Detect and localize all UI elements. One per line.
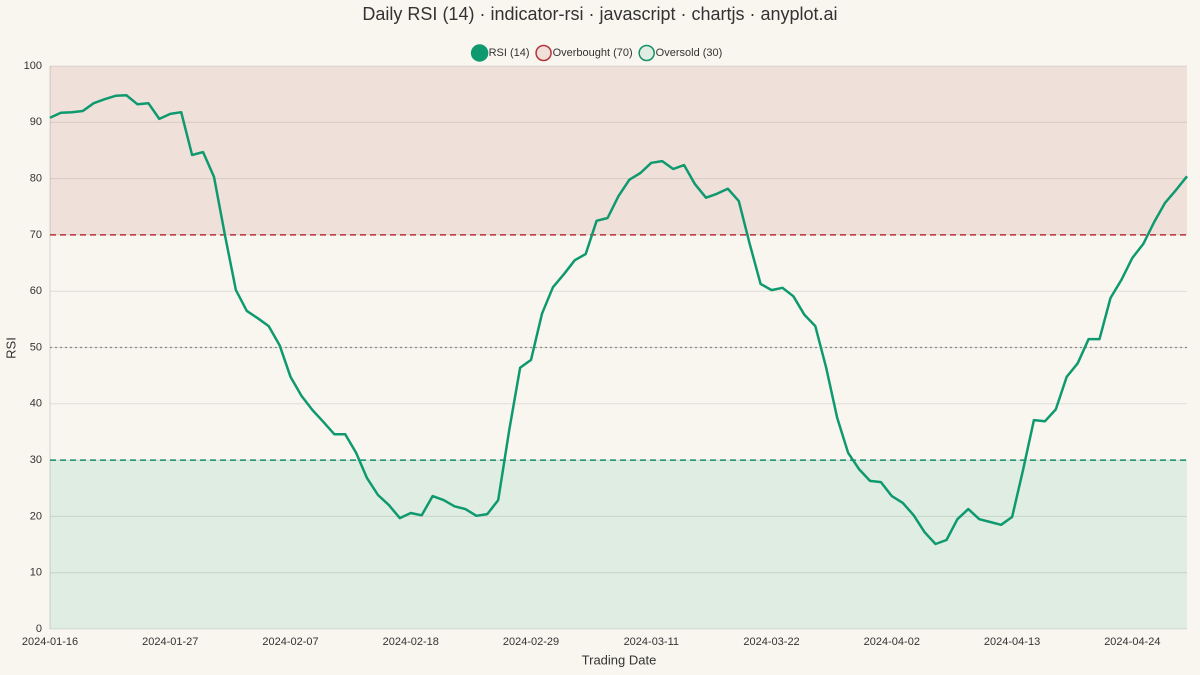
chart-title: Daily RSI (14) · indicator-rsi · javascr… bbox=[362, 4, 837, 24]
zone bbox=[50, 66, 1187, 235]
y-tick-label: 70 bbox=[30, 229, 42, 241]
y-tick-label: 60 bbox=[30, 285, 42, 297]
y-tick-label: 100 bbox=[24, 60, 42, 72]
x-tick-label: 2024-04-13 bbox=[984, 636, 1040, 648]
x-tick-label: 2024-04-24 bbox=[1104, 636, 1160, 648]
legend-marker bbox=[470, 44, 489, 62]
legend-marker bbox=[638, 44, 655, 62]
x-axis-label: Trading Date bbox=[582, 652, 657, 667]
x-tick-label: 2024-02-18 bbox=[383, 636, 439, 648]
y-tick-label: 10 bbox=[30, 567, 42, 579]
x-tick-label: 2024-02-07 bbox=[262, 636, 318, 648]
zone bbox=[50, 460, 1187, 629]
x-tick-label: 2024-03-11 bbox=[624, 636, 679, 648]
y-tick-label: 50 bbox=[30, 341, 42, 353]
y-tick-label: 30 bbox=[30, 454, 42, 466]
x-tick-label: 2024-01-16 bbox=[22, 636, 78, 648]
y-axis-label: RSI bbox=[3, 337, 18, 359]
x-tick-label: 2024-01-27 bbox=[142, 636, 198, 648]
y-tick-label: 20 bbox=[30, 510, 42, 522]
y-tick-label: 80 bbox=[30, 173, 42, 185]
legend-label: Oversold (30) bbox=[656, 47, 723, 59]
legend-label: Overbought (70) bbox=[553, 47, 633, 59]
x-tick-label: 2024-03-22 bbox=[743, 636, 799, 648]
y-tick-label: 90 bbox=[30, 116, 42, 128]
rsi-line bbox=[49, 94, 1188, 546]
x-tick-label: 2024-02-29 bbox=[503, 636, 559, 648]
y-tick-label: 40 bbox=[30, 398, 42, 410]
legend-label: RSI (14) bbox=[489, 47, 530, 59]
legend-marker bbox=[535, 44, 552, 62]
legend: RSI (14) Overbought (70) Oversold (30) bbox=[470, 44, 723, 62]
x-tick-label: 2024-04-02 bbox=[864, 636, 920, 648]
y-tick-label: 0 bbox=[36, 623, 42, 635]
